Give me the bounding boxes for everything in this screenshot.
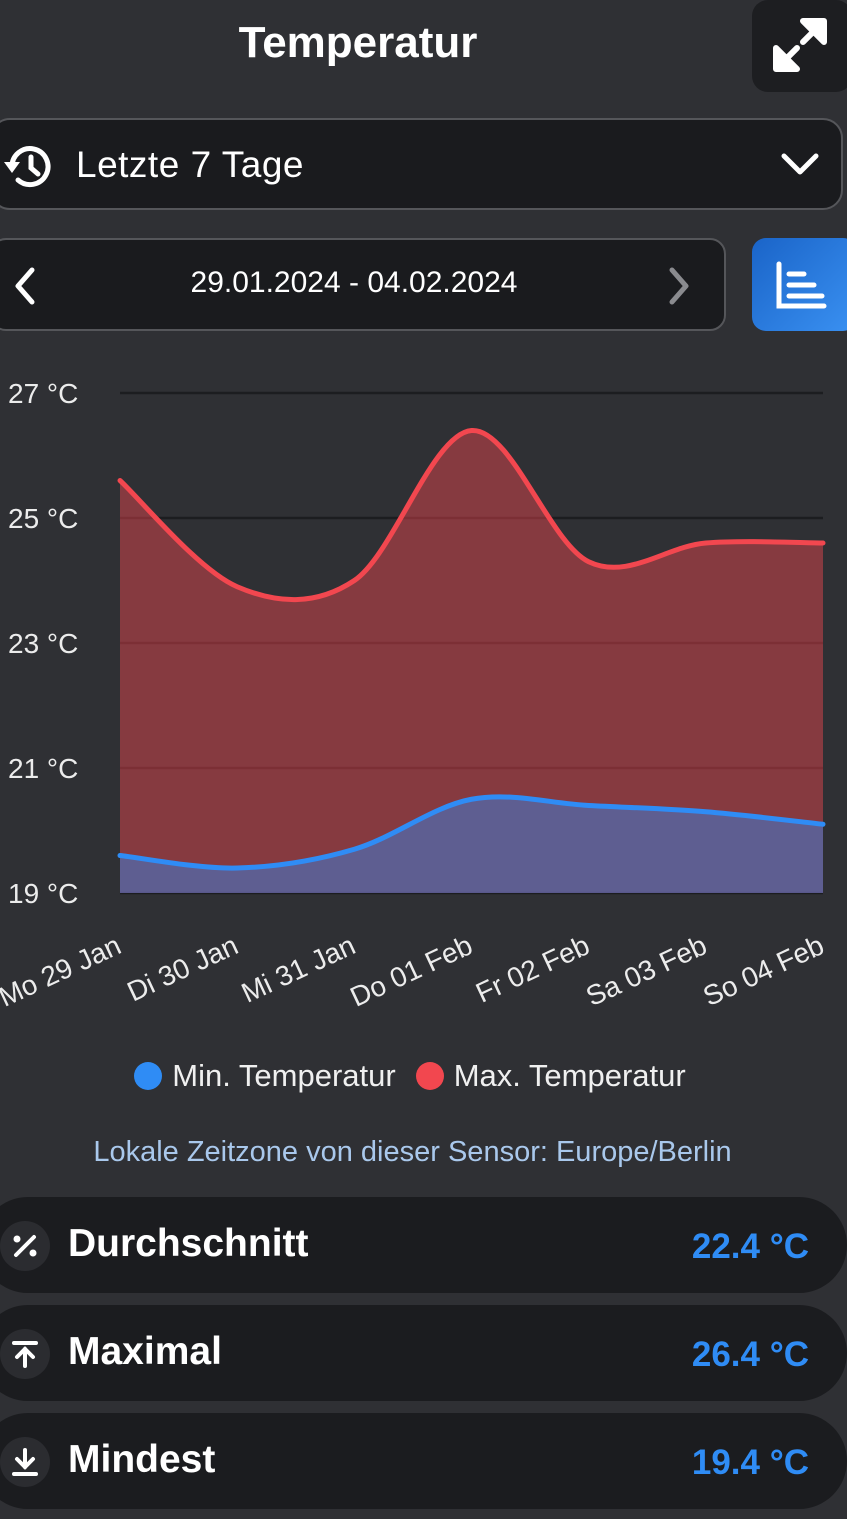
x-tick-label: Do 01 Feb: [345, 929, 477, 1012]
legend-item[interactable]: Max. Temperatur: [415, 1058, 686, 1094]
stat-value: 26.4 °C: [691, 1335, 809, 1374]
prev-button[interactable]: [10, 266, 40, 306]
legend-dot: [415, 1062, 444, 1090]
expand-icon: [773, 18, 827, 72]
x-tick-label: So 04 Feb: [698, 929, 828, 1012]
y-tick-label: 19 °C: [8, 878, 78, 909]
legend-label: Max. Temperatur: [453, 1058, 686, 1093]
next-button[interactable]: [664, 266, 694, 306]
chart-icon: [776, 261, 827, 309]
stat-row: Mindest 19.4 °C: [0, 1413, 847, 1509]
line: [117, 794, 826, 871]
page-title: Temperatur: [238, 18, 478, 67]
range-dropdown[interactable]: Letzte 7 Tage: [0, 118, 843, 210]
percent-icon: [0, 1221, 50, 1271]
stat-label: Maximal: [68, 1330, 222, 1373]
x-tick-label: Fr 02 Feb: [471, 929, 594, 1008]
x-tick-label: Mo 29 Jan: [0, 929, 126, 1012]
expand-button[interactable]: [752, 0, 847, 92]
y-tick-label: 23 °C: [8, 628, 78, 659]
legend-dot: [134, 1062, 163, 1090]
stat-value: 19.4 °C: [691, 1443, 809, 1482]
range-label: Letzte 7 Tage: [76, 144, 304, 185]
y-tick-label: 21 °C: [8, 753, 78, 784]
history-icon: [4, 146, 51, 188]
line: [117, 427, 826, 603]
area: [120, 430, 823, 893]
stat-label: Mindest: [68, 1438, 216, 1481]
legend: Min. Temperatur Max. Temperatur: [0, 1058, 820, 1094]
date-navigator: 29.01.2024 - 04.02.2024: [0, 238, 726, 331]
max-icon: [0, 1329, 50, 1379]
x-tick-label: Sa 03 Feb: [581, 929, 711, 1012]
x-tick-label: Mi 31 Jan: [237, 929, 360, 1008]
legend-item[interactable]: Min. Temperatur: [134, 1058, 396, 1094]
stat-value: 22.4 °C: [691, 1227, 809, 1266]
chevron-down: [781, 153, 819, 175]
stat-label: Durchschnitt: [68, 1222, 309, 1265]
legend-label: Min. Temperatur: [172, 1058, 396, 1093]
min-icon: [0, 1437, 50, 1487]
chart-type-button[interactable]: [752, 238, 847, 331]
timezone-note: Lokale Zeitzone von dieser Sensor: Europ…: [93, 1136, 732, 1168]
y-tick-label: 27 °C: [8, 378, 78, 409]
y-tick-label: 25 °C: [8, 503, 78, 534]
stat-row: Durchschnitt 22.4 °C: [0, 1197, 847, 1293]
date-range: 29.01.2024 - 04.02.2024: [190, 266, 518, 299]
x-tick-label: Di 30 Jan: [122, 929, 242, 1007]
stat-row: Maximal 26.4 °C: [0, 1305, 847, 1401]
area: [120, 796, 823, 893]
